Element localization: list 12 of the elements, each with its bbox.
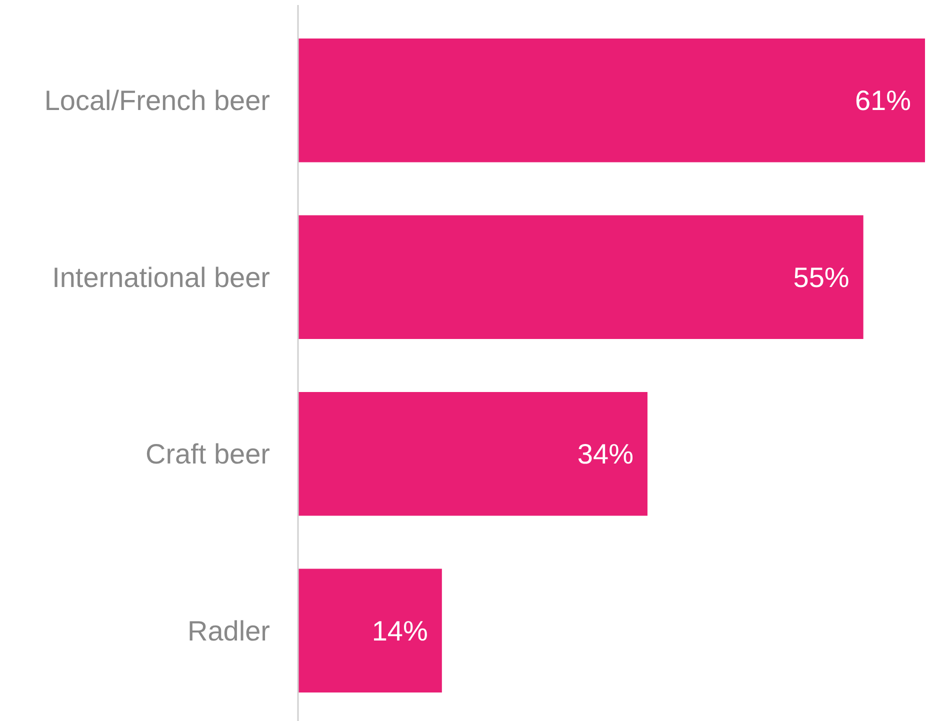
- data-label: 34%: [577, 438, 634, 470]
- data-label: 61%: [854, 85, 911, 116]
- data-label: 55%: [793, 262, 850, 293]
- bar: [298, 215, 864, 339]
- y-tick-label: International beer: [52, 262, 270, 293]
- y-tick-label: Craft beer: [146, 438, 270, 470]
- bar: [298, 568, 442, 692]
- data-label: 14%: [372, 615, 428, 646]
- y-tick-label: Local/French beer: [44, 85, 270, 116]
- bar: [298, 392, 648, 516]
- bar: [298, 38, 925, 162]
- y-tick-label: Radler: [188, 615, 270, 646]
